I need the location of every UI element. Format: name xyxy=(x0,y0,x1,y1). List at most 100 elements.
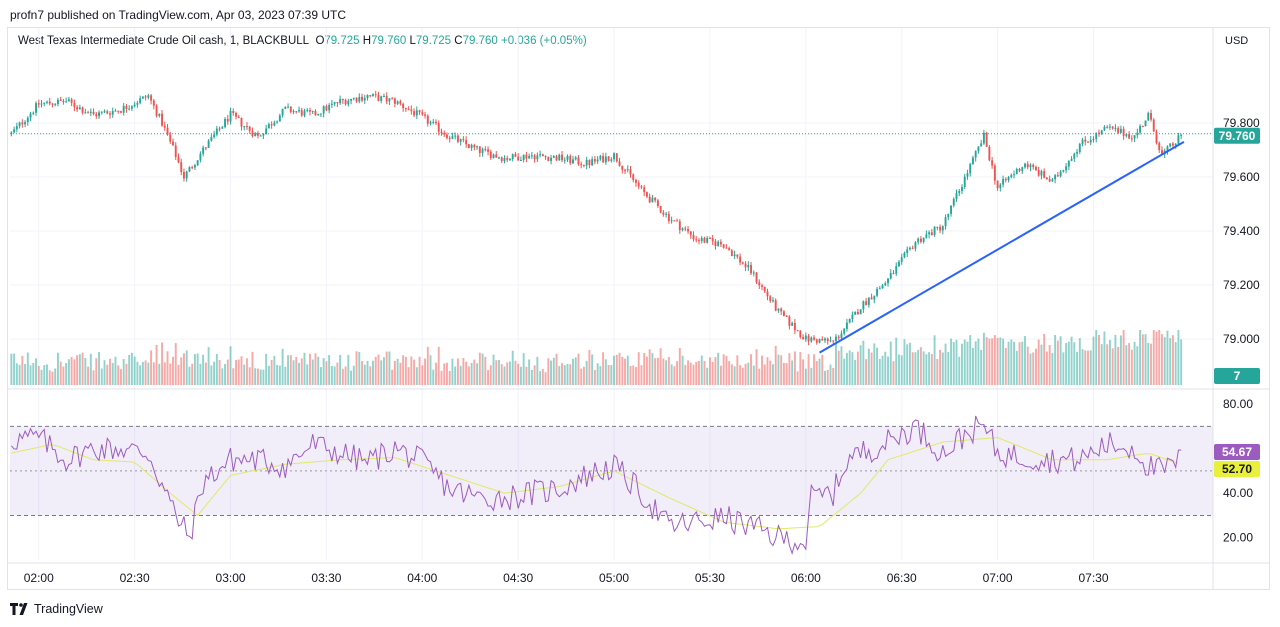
candle-body xyxy=(939,226,942,231)
candle-body xyxy=(100,111,103,113)
volume-bar xyxy=(1161,334,1163,385)
rsi-ma-tag: 52.70 xyxy=(1222,462,1252,476)
volume-bar xyxy=(555,353,558,385)
candle-body xyxy=(498,157,500,159)
candle-body xyxy=(530,155,533,157)
volume-bar xyxy=(410,356,413,385)
volume-bar xyxy=(267,365,270,385)
volume-bar xyxy=(651,353,654,385)
candle-body xyxy=(432,121,435,123)
candle-body xyxy=(840,333,843,338)
candle-body xyxy=(799,330,802,338)
volume-bar xyxy=(1089,350,1092,385)
candle-body xyxy=(1002,178,1005,185)
candle-body xyxy=(629,169,632,175)
candle-body xyxy=(988,146,991,161)
tradingview-logo[interactable]: TradingView xyxy=(10,602,103,616)
volume-bar xyxy=(607,364,610,385)
candle-body xyxy=(1106,126,1109,128)
volume-bar xyxy=(585,360,588,385)
candle-body xyxy=(21,122,24,125)
volume-bar xyxy=(202,354,205,385)
candle-body xyxy=(207,140,210,148)
candle-body xyxy=(404,108,407,110)
last-price-tag-bg xyxy=(1214,127,1260,144)
candle-body xyxy=(399,101,402,104)
candle-body xyxy=(785,316,788,318)
candle-body xyxy=(407,109,410,111)
candle-body xyxy=(363,98,366,101)
volume-bar xyxy=(955,339,958,385)
volume-bar xyxy=(459,365,462,385)
candle-body xyxy=(708,238,711,240)
candle-body xyxy=(810,337,813,342)
candle-body xyxy=(273,122,276,126)
volume-bar xyxy=(292,360,295,385)
candle-body xyxy=(930,232,933,236)
chart-frame[interactable] xyxy=(7,27,1270,590)
time-tick-label: 06:30 xyxy=(887,571,917,585)
time-tick-label: 05:30 xyxy=(695,571,725,585)
symbol-title[interactable]: West Texas Intermediate Crude Oil cash, … xyxy=(18,35,310,47)
candle-body xyxy=(445,134,448,138)
volume-bar xyxy=(51,371,54,385)
candle-body xyxy=(330,103,333,105)
volume-bar xyxy=(246,358,248,385)
candle-body xyxy=(133,104,136,107)
volume-bar xyxy=(930,354,933,385)
volume-bar xyxy=(1095,330,1098,385)
volume-bar xyxy=(355,351,358,385)
volume-bar xyxy=(530,369,533,385)
volume-bar xyxy=(24,363,27,385)
candle-body xyxy=(295,111,298,113)
volume-bar xyxy=(254,368,257,385)
volume-bar xyxy=(1122,330,1125,385)
published-caption: profn7 published on TradingView.com, Apr… xyxy=(10,8,346,22)
volume-bar xyxy=(48,370,51,385)
candle-body xyxy=(106,111,109,114)
candle-body xyxy=(1139,126,1142,133)
currency-label: USD xyxy=(1225,35,1249,47)
candle-body xyxy=(919,238,922,242)
candle-body xyxy=(522,154,525,161)
volume-bar xyxy=(451,358,454,385)
candle-body xyxy=(15,126,18,130)
candle-body xyxy=(37,103,40,105)
candle-body xyxy=(465,140,468,145)
volume-bar xyxy=(448,371,451,385)
volume-bar xyxy=(424,358,426,385)
volume-bar xyxy=(917,349,920,385)
candle-body xyxy=(470,144,473,149)
candle-body xyxy=(1084,139,1087,142)
candle-body xyxy=(292,111,295,113)
volume-bar xyxy=(780,355,783,385)
volume-bar xyxy=(750,354,753,385)
candle-body xyxy=(484,149,487,151)
low-value: 79.725 xyxy=(415,35,452,47)
volume-bar xyxy=(325,361,328,385)
candle-body xyxy=(1166,146,1169,151)
candle-body xyxy=(1067,160,1070,167)
volume-bar xyxy=(1081,349,1084,385)
volume-bar xyxy=(1117,346,1120,385)
candle-body xyxy=(1070,158,1073,161)
candle-body xyxy=(13,129,16,133)
candle-body xyxy=(67,99,70,102)
volume-bar xyxy=(87,366,90,385)
volume-bar xyxy=(489,365,492,385)
volume-bar xyxy=(1026,346,1029,385)
candle-body xyxy=(248,126,251,131)
candle-body xyxy=(73,102,76,108)
candle-body xyxy=(56,99,59,105)
volume-bar xyxy=(1048,345,1051,385)
candle-body xyxy=(856,311,859,315)
volume-bar xyxy=(952,342,955,385)
candle-body xyxy=(889,273,892,279)
volume-bar xyxy=(204,362,207,385)
candle-body xyxy=(851,314,854,320)
candle-body xyxy=(835,336,837,341)
volume-bar xyxy=(895,337,898,385)
volume-bar xyxy=(733,366,736,385)
candle-body xyxy=(807,335,810,342)
